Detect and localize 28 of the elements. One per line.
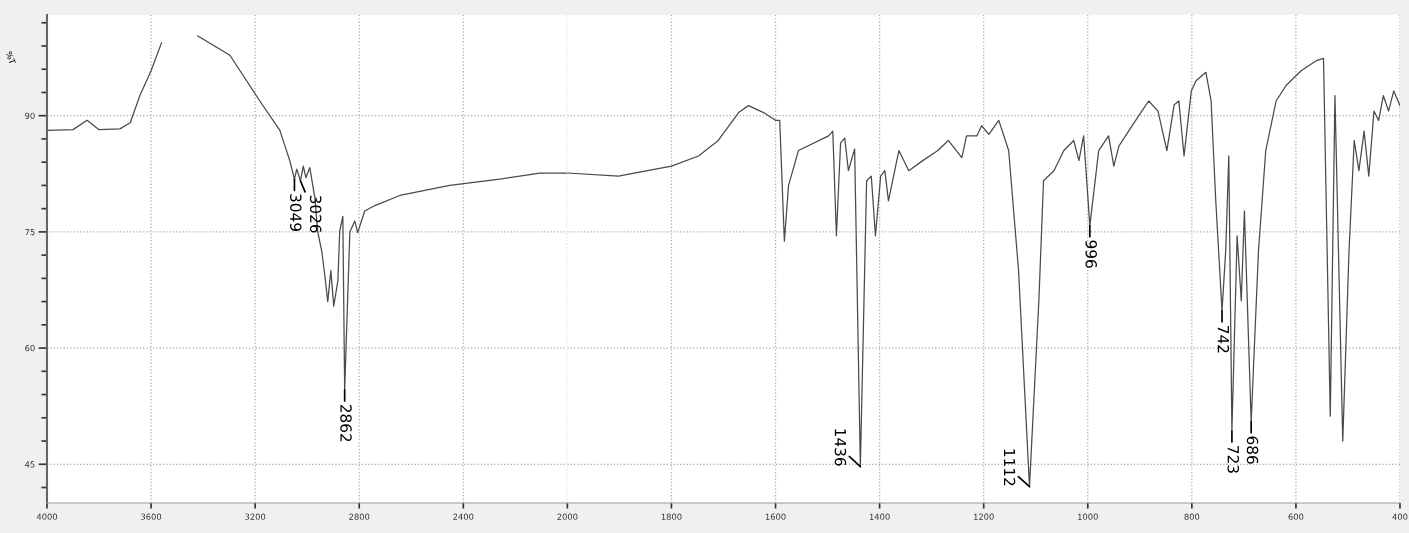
x-tick-label: 3200 [245, 513, 266, 520]
y-axis-title: %T [5, 50, 16, 65]
x-tick-label: 1600 [765, 513, 786, 520]
annotation: 3049 [290, 194, 302, 231]
annotation: 723 [1227, 446, 1240, 473]
x-tick-label: 600 [1288, 513, 1304, 520]
x-tick-label: 3600 [141, 513, 162, 520]
annotation: 686 [1246, 436, 1259, 464]
x-tick-label: 2000 [557, 513, 578, 520]
y-tick-label: 45 [25, 461, 35, 468]
annotation: 3026 [309, 195, 322, 233]
y-tick-label: 75 [25, 228, 35, 236]
annotation: 1436 [834, 429, 847, 466]
annotation: 1112 [1003, 449, 1016, 486]
x-tick-label: 4000 [36, 513, 58, 520]
x-tick-label: 800 [1184, 513, 1200, 520]
x-tick-label: 1200 [974, 513, 994, 520]
y-tick-label: 60 [25, 345, 35, 352]
x-tick-label: 1400 [869, 513, 890, 520]
x-tick-label: 400 [1392, 513, 1408, 520]
x-tick-label: 2800 [349, 513, 370, 520]
y-tick-label: 90 [25, 112, 35, 119]
annotation: 996 [1085, 240, 1097, 268]
x-tick-label: 2400 [453, 513, 474, 520]
annotation: 742 [1217, 326, 1230, 353]
annotation: 2862 [340, 404, 352, 442]
x-tick-label: 1000 [1078, 513, 1098, 520]
x-tick-label: 1800 [661, 513, 682, 520]
